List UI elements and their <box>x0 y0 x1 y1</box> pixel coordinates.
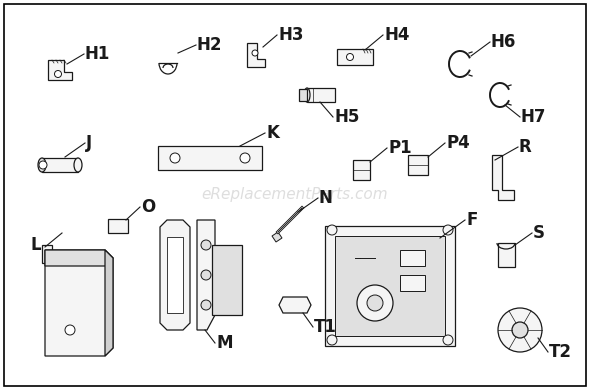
Polygon shape <box>279 297 311 313</box>
Circle shape <box>65 325 75 335</box>
Polygon shape <box>325 226 455 346</box>
Polygon shape <box>353 160 370 180</box>
Circle shape <box>54 71 61 78</box>
Text: R: R <box>519 138 532 156</box>
Circle shape <box>252 50 258 56</box>
Polygon shape <box>212 245 242 315</box>
Circle shape <box>39 161 47 169</box>
Polygon shape <box>197 220 215 330</box>
Text: O: O <box>141 198 155 216</box>
Text: H3: H3 <box>278 26 303 44</box>
Circle shape <box>443 225 453 235</box>
Circle shape <box>498 308 542 352</box>
Circle shape <box>201 300 211 310</box>
Circle shape <box>327 335 337 345</box>
Text: H1: H1 <box>85 45 110 63</box>
Text: T1: T1 <box>314 318 337 336</box>
Polygon shape <box>299 89 307 101</box>
Polygon shape <box>45 250 113 356</box>
Circle shape <box>357 285 393 321</box>
Circle shape <box>512 322 528 338</box>
Polygon shape <box>247 43 265 67</box>
Polygon shape <box>492 155 514 200</box>
Circle shape <box>201 240 211 250</box>
Text: H7: H7 <box>521 108 546 126</box>
Text: P4: P4 <box>446 134 470 152</box>
Text: K: K <box>266 124 279 142</box>
Polygon shape <box>48 60 72 80</box>
Circle shape <box>170 153 180 163</box>
Polygon shape <box>160 220 190 330</box>
Text: H2: H2 <box>197 36 222 54</box>
Text: N: N <box>319 189 333 207</box>
Text: L: L <box>30 236 41 254</box>
Polygon shape <box>158 146 262 170</box>
Text: T2: T2 <box>549 343 572 361</box>
Text: J: J <box>86 134 92 152</box>
Bar <box>42 158 78 172</box>
Ellipse shape <box>304 88 310 102</box>
Polygon shape <box>108 219 128 233</box>
Bar <box>307 88 335 102</box>
Polygon shape <box>337 49 373 65</box>
Text: H5: H5 <box>334 108 359 126</box>
Circle shape <box>346 53 353 60</box>
Circle shape <box>443 335 453 345</box>
Circle shape <box>240 153 250 163</box>
Polygon shape <box>498 243 515 267</box>
Text: P1: P1 <box>388 139 412 157</box>
Circle shape <box>367 295 383 311</box>
Text: H4: H4 <box>384 26 409 44</box>
Polygon shape <box>272 232 282 242</box>
Polygon shape <box>167 237 183 313</box>
Ellipse shape <box>74 158 82 172</box>
Ellipse shape <box>38 158 46 172</box>
Polygon shape <box>400 275 425 291</box>
Text: M: M <box>216 334 232 352</box>
Polygon shape <box>400 250 425 266</box>
Polygon shape <box>408 155 428 175</box>
Text: F: F <box>466 211 477 229</box>
Polygon shape <box>45 250 113 266</box>
Bar <box>335 236 445 336</box>
Polygon shape <box>105 250 113 356</box>
Text: eReplacementParts.com: eReplacementParts.com <box>202 188 388 202</box>
Circle shape <box>201 270 211 280</box>
Polygon shape <box>42 245 60 263</box>
Text: S: S <box>533 224 545 242</box>
Circle shape <box>327 225 337 235</box>
Text: H6: H6 <box>491 33 516 51</box>
